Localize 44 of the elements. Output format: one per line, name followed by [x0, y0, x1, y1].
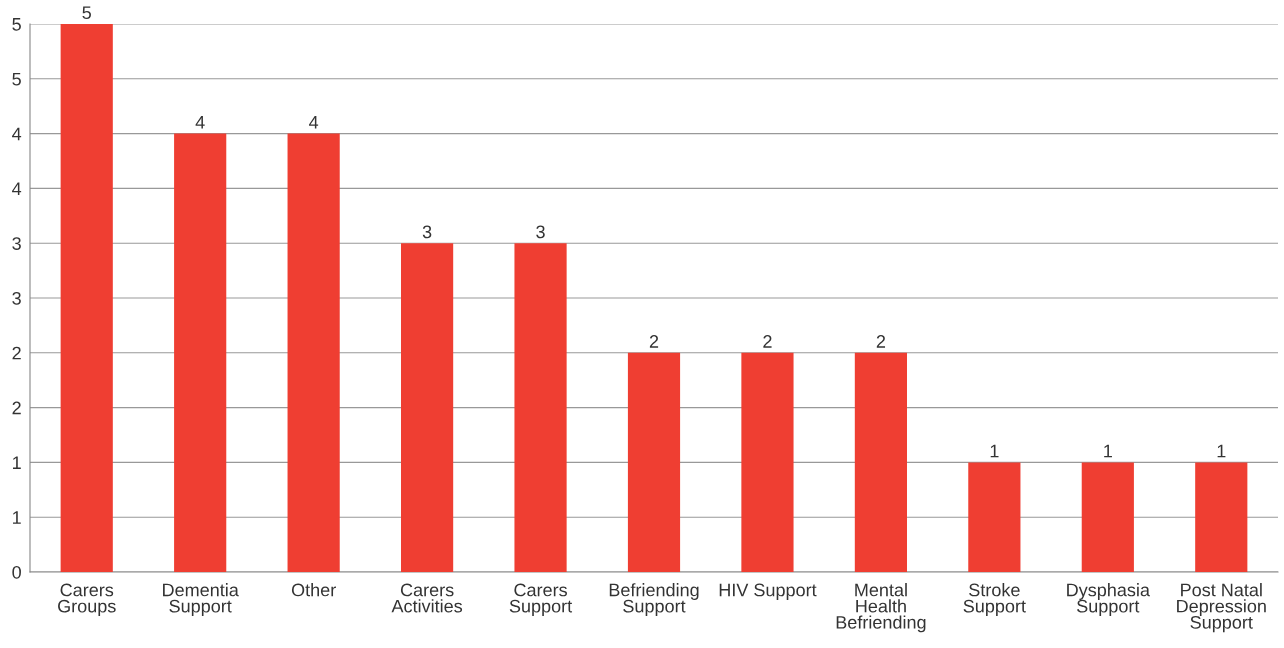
x-tick-label: Befriending Support: [609, 583, 699, 617]
y-tick-label: 5: [12, 72, 21, 86]
y-tick-label: 5: [12, 18, 21, 31]
data-label: 1: [1217, 444, 1226, 458]
y-tick-label: 3: [12, 237, 21, 250]
x-tick-label: Stroke Support: [963, 583, 1026, 617]
bar: [287, 133, 340, 572]
bar: [514, 243, 567, 572]
x-tick-label: Carers Activities: [391, 583, 463, 613]
data-label: 4: [309, 116, 319, 129]
bar: [968, 462, 1021, 572]
data-label: 5: [82, 6, 91, 20]
bar: [174, 133, 227, 572]
bar: [1195, 462, 1248, 572]
y-tick-label: 3: [12, 291, 21, 305]
y-tick-label: 2: [12, 346, 21, 360]
y-tick-label: 4: [12, 127, 22, 141]
x-tick-label: HIV Support: [719, 583, 817, 600]
data-label: 2: [649, 335, 659, 348]
bar: [401, 243, 454, 572]
y-tick-label: 1: [13, 456, 21, 469]
x-tick-label: Dementia Support: [163, 583, 239, 617]
data-label: 3: [536, 225, 545, 239]
x-tick-label: Mental Health Befriending: [836, 583, 926, 633]
bar: [627, 352, 681, 572]
data-label: 1: [990, 444, 999, 458]
x-tick-label: Dysphasia Support: [1067, 583, 1150, 617]
bar: [854, 352, 907, 572]
x-tick-label: Post Natal Depression Support: [1177, 583, 1266, 633]
data-label: 2: [763, 335, 772, 348]
x-tick-label: Other: [291, 583, 336, 597]
y-tick-label: 1: [13, 511, 21, 524]
data-label: 1: [1104, 444, 1112, 458]
data-label: 3: [422, 225, 432, 239]
bar: [741, 352, 794, 572]
bar: [60, 24, 113, 572]
bar: [1081, 462, 1134, 572]
data-label: 2: [876, 335, 886, 348]
y-tick-label: 2: [12, 401, 21, 415]
x-tick-label: Carers Groups: [58, 583, 116, 617]
data-label: 4: [195, 116, 205, 129]
y-tick-label: 0: [12, 565, 21, 579]
y-tick-label: 4: [12, 182, 22, 195]
x-tick-label: Carers Support: [509, 583, 573, 617]
